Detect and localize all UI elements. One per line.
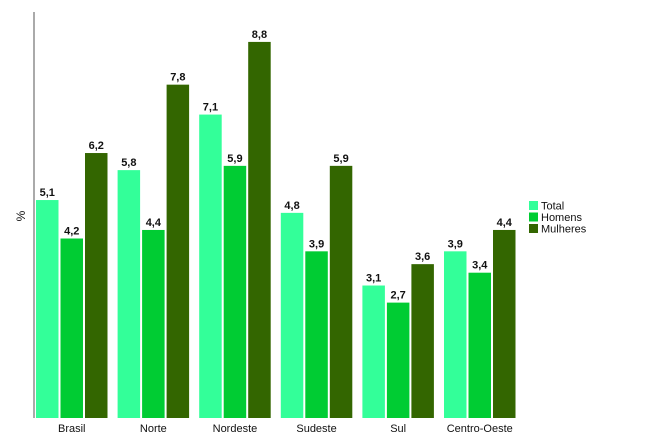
bar-sudeste-total [280,212,304,418]
x-tick-label: Sudeste [296,423,336,435]
bar-norte-mulheres [166,84,190,418]
x-tick-group: Brasil Norte Nordeste Sudeste Sul Centro-Oest… [58,423,513,435]
legend-label-total: Total [541,201,564,213]
x-tick-label: Norte [140,423,167,435]
x-tick-label: Nordeste [213,423,258,435]
legend-label-mulheres: Mulheres [541,224,587,236]
data-label-brasil-mulheres: 6,2 [89,140,104,152]
bar-nordeste-homens [223,165,247,418]
bar-nordeste-total [199,114,222,418]
bar-centro-oeste-total [444,251,467,418]
data-label-group: 5,1 4,2 6,2 5,8 4,4 7,8 7,1 5,9 8,8 4,8 3,9 5,9 3,1 2… [40,29,513,302]
data-label-centro-oeste-homens: 3,4 [472,260,488,272]
data-label-norte-homens: 4,4 [146,217,162,229]
bar-sudeste-homens [305,251,328,418]
data-label-brasil-homens: 4,2 [64,226,79,238]
data-label-sul-homens: 2,7 [391,290,406,302]
bar-norte-homens [142,229,165,418]
x-tick-label: Centro-Oeste [447,423,513,435]
data-label-sudeste-homens: 3,9 [309,238,324,250]
bar-brasil-mulheres [85,153,108,418]
data-label-nordeste-homens: 5,9 [227,153,242,165]
bar-brasil-homens [60,238,83,418]
bar-centro-oeste-mulheres [493,229,516,418]
bar-sul-homens [386,302,410,418]
bar-nordeste-mulheres [248,41,271,418]
y-axis-label: % [14,210,28,221]
bar-norte-total [117,170,141,418]
bar-brasil-total [36,200,59,418]
legend-swatch-mulheres [529,224,538,233]
data-label-nordeste-mulheres: 8,8 [252,29,267,41]
bar-sudeste-mulheres [329,165,353,418]
legend-label-homens: Homens [541,212,582,224]
x-tick-label: Sul [390,423,406,435]
data-label-sudeste-mulheres: 5,9 [333,153,348,165]
data-label-brasil-total: 5,1 [40,187,55,199]
bar-sul-total [362,285,385,418]
data-label-centro-oeste-total: 3,9 [448,238,463,250]
data-label-norte-total: 5,8 [121,157,136,169]
bar-centro-oeste-homens [468,272,491,418]
data-label-sudeste-total: 4,8 [284,200,299,212]
bar-group [36,41,516,418]
data-label-norte-mulheres: 7,8 [170,72,185,84]
data-label-centro-oeste-mulheres: 4,4 [497,217,513,229]
legend-swatch-total [529,201,538,210]
data-label-sul-mulheres: 3,6 [415,251,430,263]
data-label-sul-total: 3,1 [366,273,381,285]
x-tick-label: Brasil [58,423,86,435]
bar-sul-mulheres [411,264,434,418]
data-label-nordeste-total: 7,1 [203,102,218,114]
legend-swatch-homens [529,212,538,222]
